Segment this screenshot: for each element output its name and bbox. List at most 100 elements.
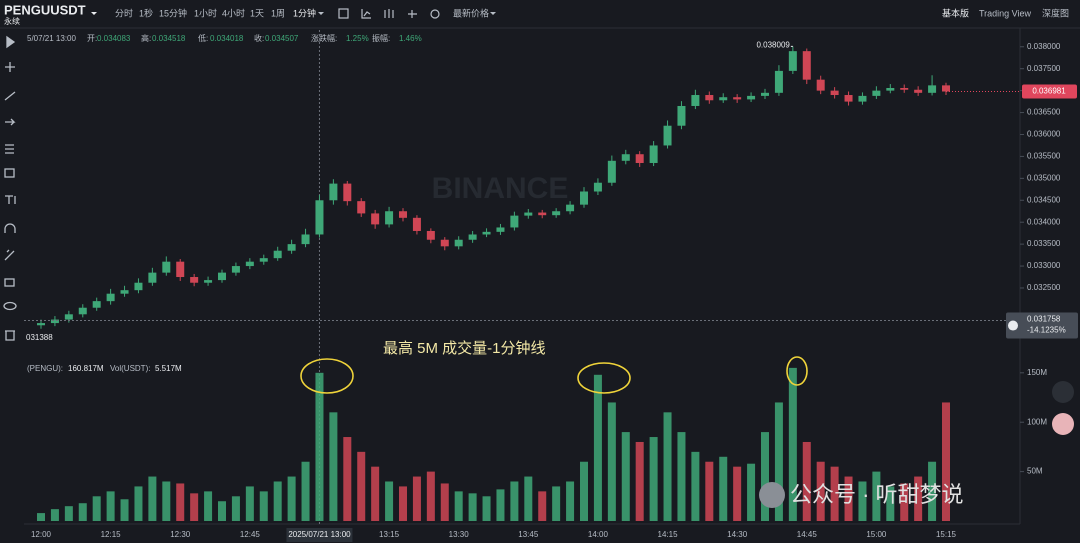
interval[interactable]: 1天 <box>250 8 264 18</box>
interval[interactable]: 1秒 <box>139 7 153 18</box>
volume-bar <box>245 486 254 521</box>
interval[interactable]: 分时 <box>115 7 133 18</box>
y-tick-label: 0.035000 <box>1027 173 1061 182</box>
candle-body <box>580 191 588 205</box>
candle-body <box>315 200 324 235</box>
interval[interactable]: 1周 <box>271 8 285 18</box>
info-value: 0.034518 <box>152 34 186 43</box>
candle-body <box>593 182 602 192</box>
interval[interactable]: 1小时 <box>194 7 217 18</box>
candle-body <box>148 272 157 283</box>
candle-body <box>371 213 380 225</box>
volume-bar <box>218 501 226 521</box>
candle-body <box>204 280 213 283</box>
volume-bar <box>733 466 742 521</box>
candle-body <box>886 87 895 91</box>
volume-bar <box>357 451 366 521</box>
candle-body <box>733 97 742 100</box>
volume-bar <box>134 486 143 521</box>
volume-bar <box>649 437 658 521</box>
view-tab[interactable]: 深度图 <box>1042 7 1069 18</box>
y-tick-label: 0.036500 <box>1027 108 1061 117</box>
volume-bar <box>691 451 700 521</box>
candle-body <box>677 105 686 126</box>
volume-bar <box>552 486 561 521</box>
candle-body <box>245 261 254 267</box>
view-tab[interactable]: Trading View <box>979 8 1032 18</box>
delete-tool[interactable] <box>5 330 15 341</box>
cursor-tool[interactable] <box>6 35 16 49</box>
volume-bar <box>914 476 923 521</box>
candle-body <box>482 231 491 235</box>
candle-body <box>273 250 282 259</box>
volume-bar <box>635 441 644 521</box>
volume-value: 5.517M <box>155 364 182 373</box>
side-button[interactable] <box>1052 381 1074 403</box>
volume-bar <box>176 483 185 521</box>
candle-body <box>858 95 867 102</box>
symbol-dropdown[interactable] <box>91 12 97 15</box>
y-tick-label: 0.033000 <box>1027 261 1061 270</box>
line-tool[interactable] <box>4 91 16 101</box>
x-tick-label: 13:15 <box>379 530 400 539</box>
volume-bar <box>371 466 380 521</box>
annotation: 最高 5M 成交量-1分钟线 <box>383 339 546 357</box>
candle-body <box>426 230 435 240</box>
settings-icon[interactable] <box>430 9 440 19</box>
edit-tool[interactable] <box>4 249 15 261</box>
candle-body <box>552 211 561 216</box>
volume-bar <box>301 461 310 521</box>
candle-body <box>510 215 519 228</box>
x-tick-label: 12:15 <box>101 530 122 539</box>
crosshair-tool[interactable] <box>5 62 15 72</box>
volume-bar <box>677 432 686 521</box>
candle-body <box>468 234 477 240</box>
interval[interactable]: 4小时 <box>222 7 245 18</box>
candle-icon[interactable] <box>384 9 394 18</box>
candle-body <box>78 307 87 315</box>
interval[interactable]: 15分钟 <box>159 7 187 18</box>
lock-tool[interactable] <box>4 278 15 287</box>
x-tick-label: 14:15 <box>658 530 679 539</box>
candle-body <box>830 90 839 96</box>
ray-tool[interactable] <box>5 118 16 126</box>
text-tool[interactable] <box>5 195 16 204</box>
volume-bar <box>162 481 171 521</box>
price-type[interactable]: 最新价格 <box>453 7 489 18</box>
fib-tool[interactable] <box>5 144 14 154</box>
add-alert-button[interactable] <box>1008 320 1018 331</box>
volume-bar <box>538 491 547 521</box>
info-label: 高: <box>141 33 151 43</box>
volume-bar <box>482 496 491 521</box>
volume-bar <box>426 471 435 521</box>
info-value: 0.034083 <box>97 34 131 43</box>
y-tick-label: 0.037500 <box>1027 64 1061 73</box>
high-label: 0.038009 <box>756 40 790 49</box>
y-tick-label: 150M <box>1027 368 1047 377</box>
info-value: 0.034018 <box>210 34 244 43</box>
candle-body <box>64 314 73 320</box>
x-tick-label: 15:00 <box>866 530 887 539</box>
interval-dropdown[interactable] <box>318 12 324 15</box>
view-tab-active[interactable]: 基本版 <box>942 7 969 18</box>
indicator-icon[interactable] <box>338 8 349 19</box>
volume-bar <box>468 493 477 521</box>
magnet-tool[interactable] <box>4 223 16 233</box>
symbol[interactable]: PENGUUSDT <box>4 2 86 17</box>
volume-bar <box>788 367 797 521</box>
chart-style-icon[interactable] <box>361 9 371 19</box>
volume-bar <box>37 513 45 521</box>
contract-type: 永续 <box>4 16 20 26</box>
candle-body <box>259 258 268 262</box>
interval-active[interactable]: 1分钟 <box>293 7 316 18</box>
candle-body <box>914 89 923 93</box>
side-button[interactable] <box>1052 413 1074 435</box>
volume-bar <box>858 481 867 521</box>
draw-icon[interactable] <box>408 10 417 18</box>
visibility-tool[interactable] <box>3 301 17 311</box>
shape-tool[interactable] <box>4 168 15 178</box>
x-tick-label: 12:00 <box>31 530 52 539</box>
price-type-dropdown[interactable] <box>490 12 496 15</box>
candle-body <box>343 183 352 202</box>
